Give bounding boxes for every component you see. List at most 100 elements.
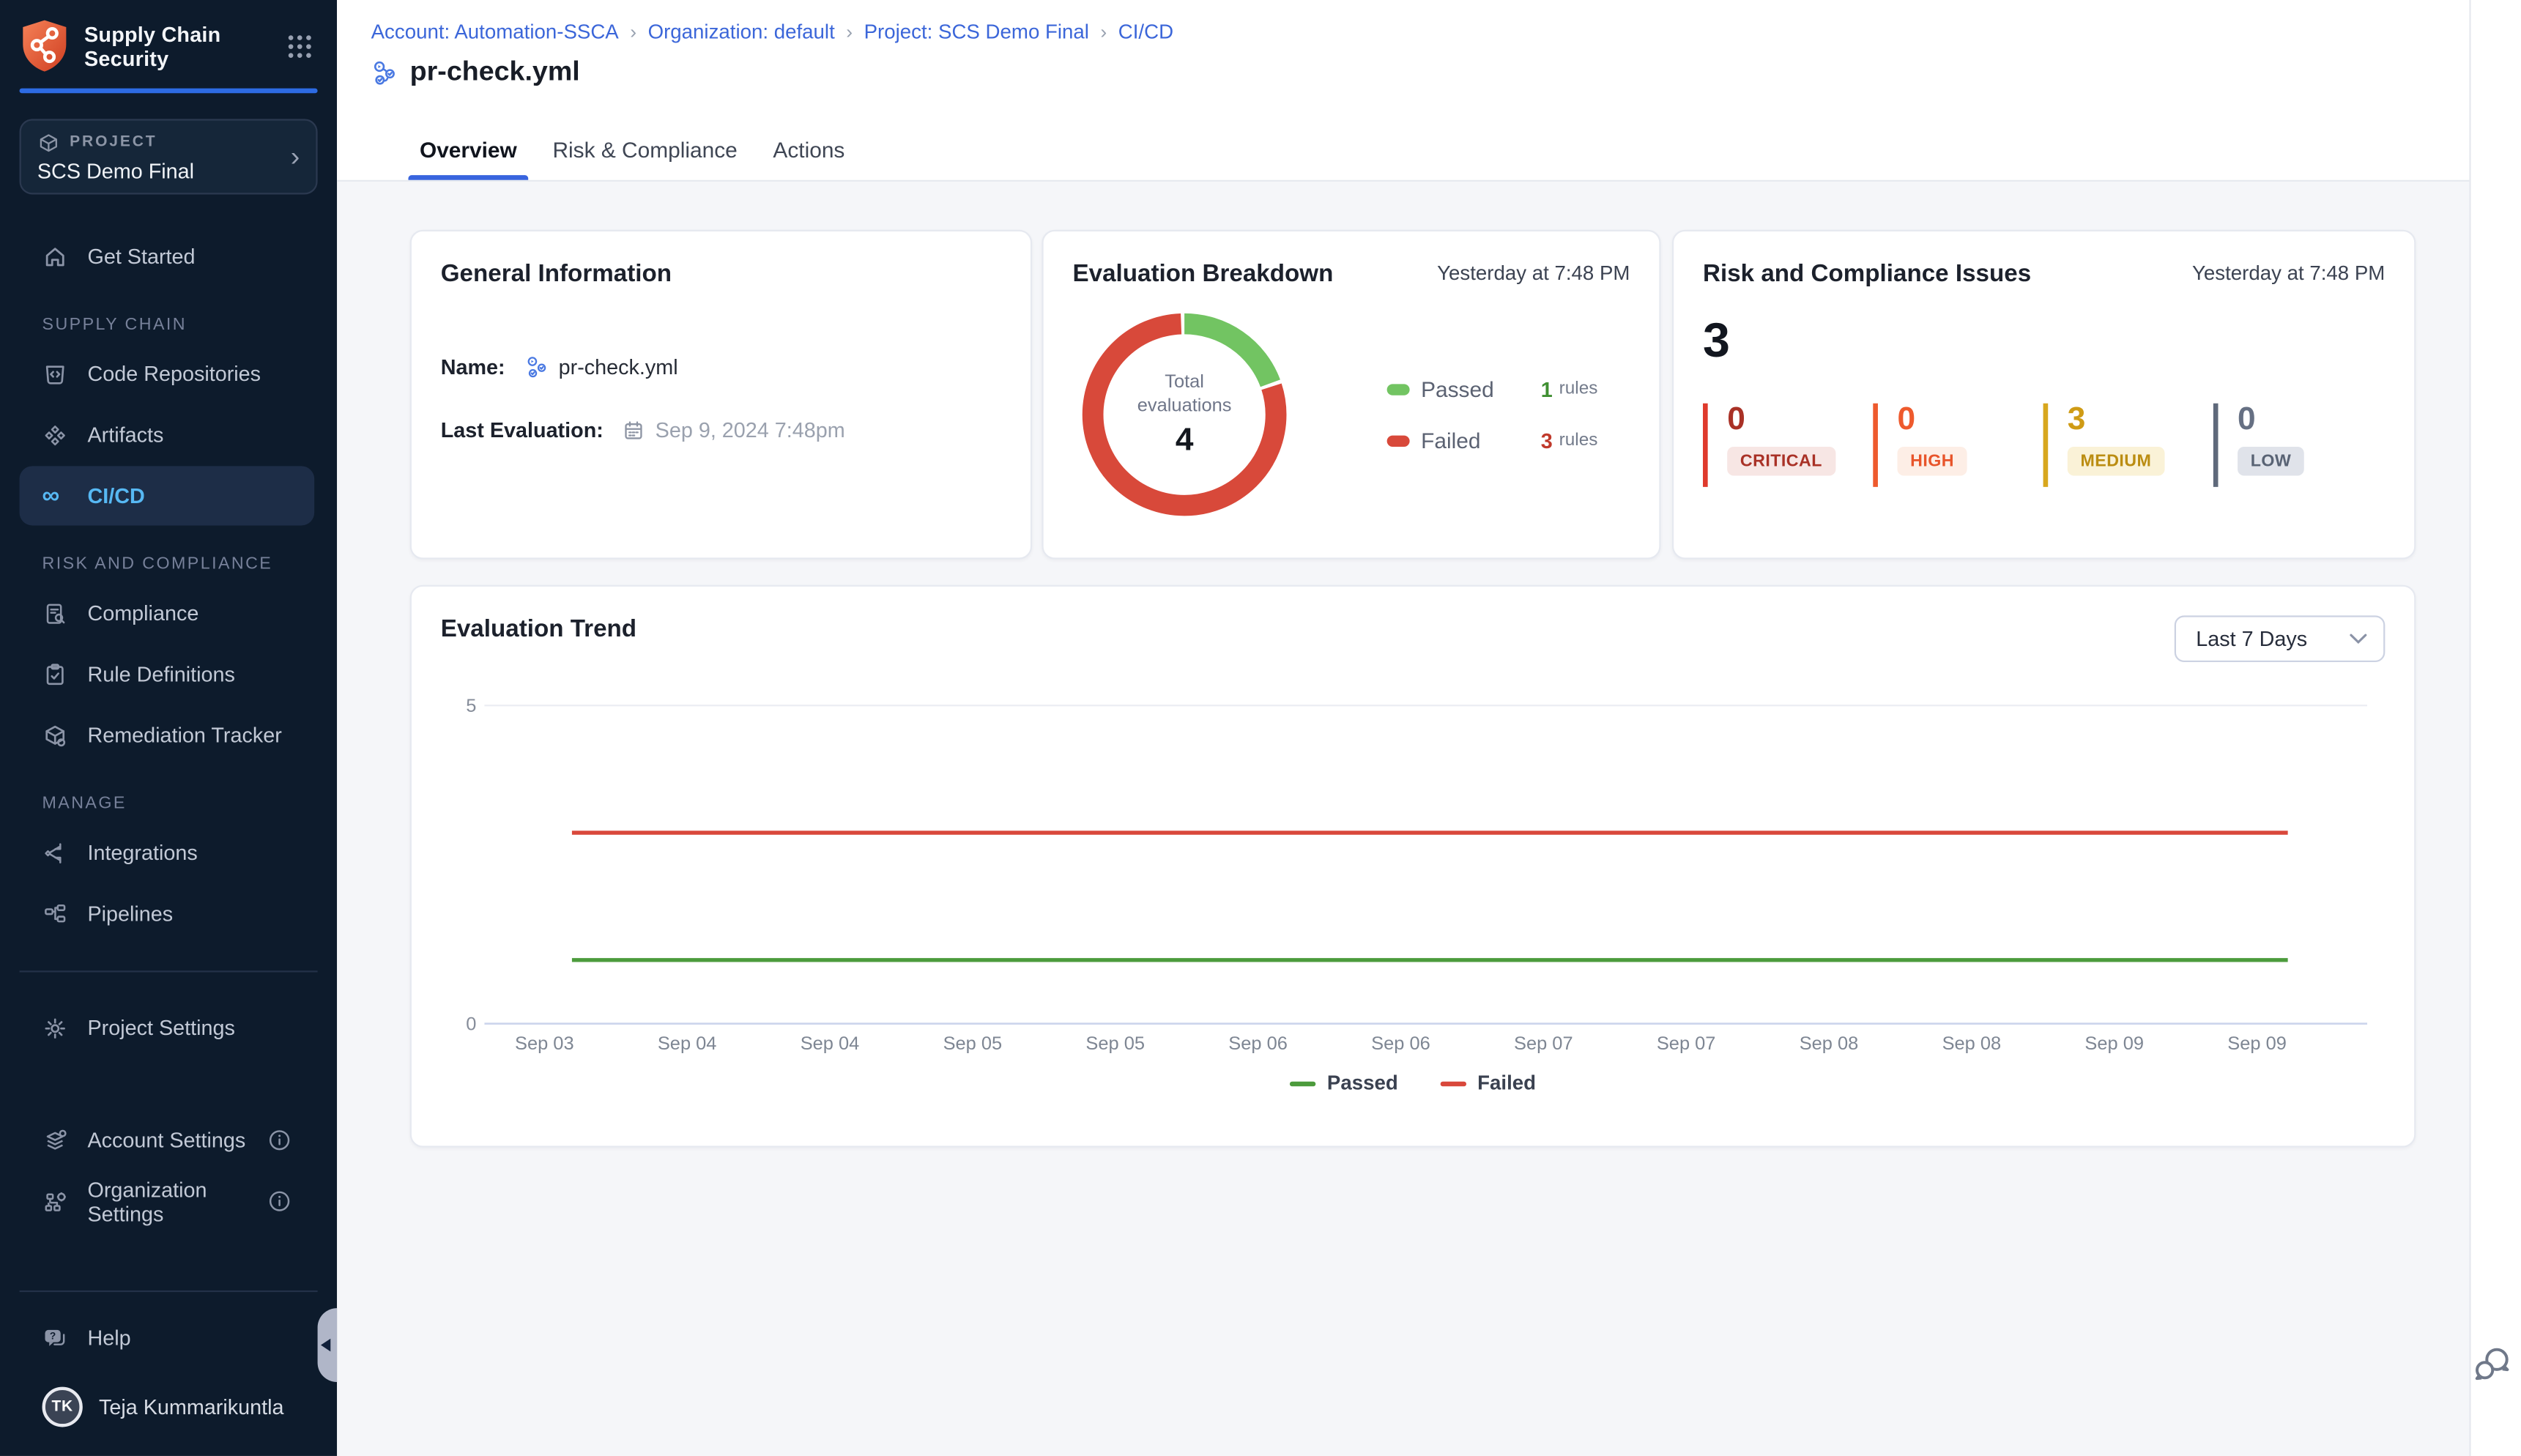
sidebar-item-organization-settings[interactable]: Organization Settings xyxy=(20,1172,315,1231)
user-menu[interactable]: TK Teja Kummarikuntla xyxy=(20,1369,315,1443)
tab-bar: Overview Risk & Compliance Actions xyxy=(420,138,844,180)
sidebar-item-artifacts[interactable]: Artifacts xyxy=(20,405,315,464)
severity-badge: MEDIUM xyxy=(2068,447,2164,475)
severity-high: 0 HIGH xyxy=(1873,404,2043,487)
card-timestamp: Yesterday at 7:48 PM xyxy=(1437,262,1630,285)
sidebar-item-help[interactable]: ? Help xyxy=(20,1308,315,1367)
chevron-right-icon: › xyxy=(291,143,300,170)
sidebar-nav: Get Started SUPPLY CHAIN Code Repositori… xyxy=(0,226,337,1233)
sidebar-item-pipelines[interactable]: Pipelines xyxy=(20,884,315,943)
app-title: Supply Chain Security xyxy=(84,22,220,70)
svg-text:0: 0 xyxy=(466,1014,476,1035)
svg-text:Sep 03: Sep 03 xyxy=(515,1033,574,1054)
app-root: Supply Chain Security xyxy=(0,0,2521,1456)
app-logo-icon xyxy=(20,18,70,74)
help-chat-icon: ? xyxy=(42,1325,68,1351)
severity-low: 0 LOW xyxy=(2213,404,2383,487)
page-content: General Information Name: xyxy=(337,182,2521,1456)
collapse-arrow-icon xyxy=(321,1339,330,1352)
project-selector[interactable]: PROJECT SCS Demo Final › xyxy=(20,119,318,194)
sidebar-accent-rule xyxy=(20,89,318,94)
section-label-manage: MANAGE xyxy=(42,794,338,813)
failed-line-swatch-icon xyxy=(1440,1081,1466,1086)
sidebar-item-label: CI/CD xyxy=(87,483,144,508)
sidebar-item-integrations[interactable]: Integrations xyxy=(20,822,315,882)
sidebar-item-label: Integrations xyxy=(87,841,197,865)
risk-compliance-issues-card: Risk and Compliance Issues Yesterday at … xyxy=(1672,230,2416,560)
breadcrumb-organization-link[interactable]: Organization: default xyxy=(648,21,835,44)
home-icon xyxy=(42,243,68,269)
trend-range-select[interactable]: Last 7 Days xyxy=(2175,615,2386,662)
page-header: Account: Automation-SSCA › Organization:… xyxy=(337,0,2521,182)
failed-swatch-icon xyxy=(1387,435,1410,446)
card-title: Evaluation Breakdown xyxy=(1072,260,1333,287)
breadcrumb-account-link[interactable]: Account: Automation-SSCA xyxy=(371,21,619,44)
rule-definitions-icon xyxy=(42,661,68,687)
right-scrollbar-strip[interactable] xyxy=(2469,0,2521,1456)
evaluation-donut-chart: Total evaluations 4 xyxy=(1076,307,1293,522)
severity-row: 0 CRITICAL 0 HIGH 3 MEDIUM 0 LOW xyxy=(1703,404,2385,487)
breadcrumb: Account: Automation-SSCA › Organization:… xyxy=(337,0,2521,43)
pipeline-file-icon xyxy=(371,59,399,86)
app-launcher-icon[interactable] xyxy=(285,31,314,60)
feedback-chat-button[interactable] xyxy=(2471,1343,2514,1385)
cicd-infinity-icon: ∞ xyxy=(42,483,68,508)
svg-text:Sep 04: Sep 04 xyxy=(658,1033,717,1054)
tab-risk-compliance[interactable]: Risk & Compliance xyxy=(552,138,737,180)
sidebar-item-get-started[interactable]: Get Started xyxy=(20,226,315,286)
sidebar: Supply Chain Security xyxy=(0,0,337,1456)
project-selector-label: PROJECT xyxy=(70,133,157,151)
card-title: Evaluation Trend xyxy=(441,615,636,642)
compliance-icon xyxy=(42,601,68,626)
account-settings-icon xyxy=(42,1127,68,1153)
last-evaluation-value: Sep 9, 2024 7:48pm xyxy=(623,417,844,442)
sidebar-item-label: Remediation Tracker xyxy=(87,723,281,747)
chevron-down-icon xyxy=(2350,634,2367,645)
project-selector-name: SCS Demo Final xyxy=(37,158,194,182)
sidebar-item-rule-definitions[interactable]: Rule Definitions xyxy=(20,645,315,704)
sidebar-item-label: Account Settings xyxy=(87,1128,245,1152)
svg-text:Sep 09: Sep 09 xyxy=(2084,1033,2144,1054)
breakdown-legend: Passed 1 rules Failed 3 rules xyxy=(1387,307,1598,522)
user-name: Teja Kummarikuntla xyxy=(99,1394,284,1418)
sidebar-item-label: Help xyxy=(87,1326,130,1350)
section-label-supply-chain: SUPPLY CHAIN xyxy=(42,315,338,334)
svg-text:Sep 07: Sep 07 xyxy=(1514,1033,1573,1054)
sidebar-bottom: ? Help TK Teja Kummarikuntla xyxy=(0,1265,337,1456)
organization-settings-icon xyxy=(42,1189,68,1214)
svg-text:Sep 06: Sep 06 xyxy=(1371,1033,1430,1054)
evaluation-trend-chart: 05Sep 03Sep 04Sep 04Sep 05Sep 05Sep 06Se… xyxy=(441,693,2388,1069)
sidebar-collapse-button[interactable] xyxy=(318,1308,338,1382)
tab-actions[interactable]: Actions xyxy=(773,138,844,180)
card-timestamp: Yesterday at 7:48 PM xyxy=(2192,262,2385,285)
total-issues-count: 3 xyxy=(1703,316,2385,368)
svg-text:Sep 09: Sep 09 xyxy=(2227,1033,2287,1054)
general-information-card: General Information Name: xyxy=(410,230,1032,560)
info-icon[interactable] xyxy=(267,1128,292,1152)
sidebar-item-label: Pipelines xyxy=(87,902,173,926)
sidebar-item-code-repositories[interactable]: Code Repositories xyxy=(20,344,315,404)
sidebar-item-remediation-tracker[interactable]: Remediation Tracker xyxy=(20,705,315,765)
sidebar-item-project-settings[interactable]: Project Settings xyxy=(20,998,315,1058)
breadcrumb-separator-icon: › xyxy=(1100,21,1107,44)
name-label: Name: xyxy=(441,355,505,379)
user-avatar: TK xyxy=(42,1386,83,1426)
last-evaluation-label: Last Evaluation: xyxy=(441,417,604,442)
legend-passed: Passed xyxy=(1290,1072,1398,1095)
sidebar-item-account-settings[interactable]: Account Settings xyxy=(20,1110,315,1170)
breadcrumb-project-link[interactable]: Project: SCS Demo Final xyxy=(864,21,1089,44)
breadcrumb-cicd-link[interactable]: CI/CD xyxy=(1118,21,1173,44)
sidebar-item-cicd[interactable]: ∞ CI/CD xyxy=(20,466,315,525)
severity-badge: LOW xyxy=(2238,447,2304,475)
svg-text:Sep 08: Sep 08 xyxy=(1800,1033,1859,1054)
sidebar-header: Supply Chain Security xyxy=(0,0,337,89)
code-repositories-icon xyxy=(42,361,68,387)
severity-critical: 0 CRITICAL xyxy=(1703,404,1873,487)
tab-overview[interactable]: Overview xyxy=(420,138,517,180)
remediation-tracker-icon xyxy=(42,722,68,748)
severity-badge: HIGH xyxy=(1897,447,1967,475)
sidebar-item-compliance[interactable]: Compliance xyxy=(20,583,315,642)
info-icon[interactable] xyxy=(267,1189,292,1214)
project-cube-icon xyxy=(37,131,60,154)
gear-icon xyxy=(42,1015,68,1041)
